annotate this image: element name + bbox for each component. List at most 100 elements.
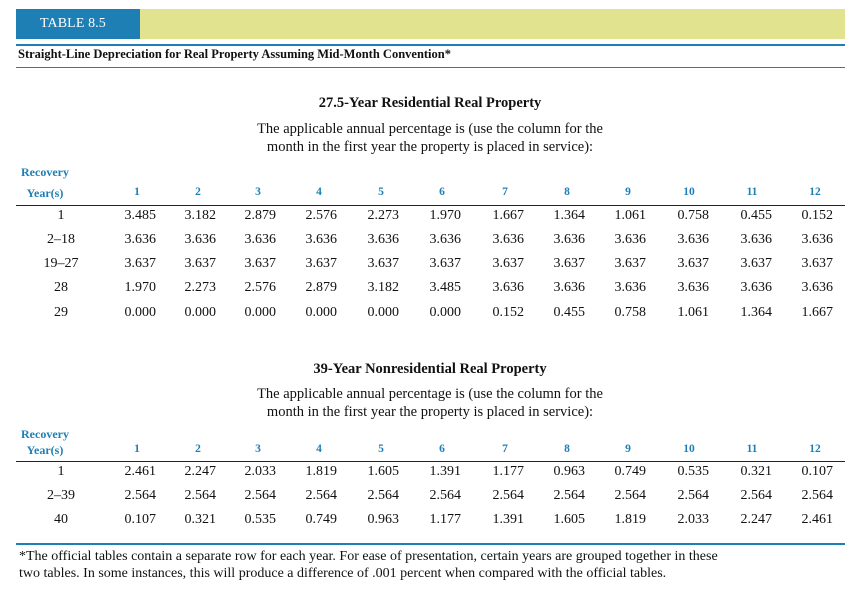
- recovery-label: Recovery: [21, 427, 69, 441]
- table-row: 1 3.485 3.182 2.879 2.576 2.273 1.970 1.667 1.36…: [16, 208, 845, 232]
- recovery-year-cell: 19–27: [43, 256, 79, 271]
- percentage-cell: 0.535: [244, 512, 277, 527]
- percentage-cell: 0.107: [801, 464, 834, 479]
- section-1-note-line2: month in the first year the property is …: [266, 139, 594, 155]
- years-label: Year(s): [26, 186, 64, 200]
- header-divider: [16, 461, 845, 462]
- month-header-cell: 12: [809, 443, 821, 455]
- percentage-cell: 0.107: [124, 512, 157, 527]
- percentage-cell: 2.033: [244, 464, 277, 479]
- percentage-cell: 0.152: [801, 208, 834, 223]
- recovery-year-cell: 40: [54, 512, 68, 527]
- month-header-row: 1 2 3 4 5 6 7 8 9 10 11 12: [16, 443, 845, 461]
- percentage-cell: 3.637: [740, 256, 773, 271]
- percentage-cell: 3.636: [740, 280, 773, 295]
- percentage-cell: 3.485: [124, 208, 157, 223]
- recovery-year-cell: 29: [54, 305, 68, 320]
- recovery-label: Recovery: [21, 165, 69, 179]
- table-row: 29 0.000 0.000 0.000 0.000 0.000 0.000 0.152 0.4…: [16, 305, 845, 329]
- percentage-cell: 2.564: [124, 488, 157, 503]
- percentage-cell: 3.636: [429, 232, 462, 247]
- month-header-cell: 12: [809, 186, 821, 198]
- percentage-cell: 2.247: [184, 464, 217, 479]
- footnote-line1: *The official tables contain a separate …: [19, 549, 718, 564]
- percentage-cell: 3.636: [801, 280, 834, 295]
- percentage-cell: 3.636: [124, 232, 157, 247]
- percentage-cell: 1.364: [553, 208, 586, 223]
- table-subtitle: Straight-Line Depreciation for Real Prop…: [18, 47, 451, 61]
- month-header-cell: 4: [316, 443, 322, 455]
- percentage-cell: 3.636: [244, 232, 277, 247]
- percentage-cell: 1.061: [614, 208, 647, 223]
- percentage-cell: 0.963: [553, 464, 586, 479]
- percentage-cell: 2.564: [740, 488, 773, 503]
- recovery-year-cell: 1: [57, 464, 65, 479]
- recovery-year-cell: 2–18: [47, 232, 75, 247]
- percentage-cell: 3.637: [367, 256, 400, 271]
- percentage-cell: 1.061: [677, 305, 710, 320]
- section-1-title: 27.5-Year Residential Real Property: [318, 95, 542, 111]
- percentage-cell: 0.152: [492, 305, 525, 320]
- percentage-cell: 0.000: [429, 305, 462, 320]
- percentage-cell: 0.321: [740, 464, 773, 479]
- percentage-cell: 0.749: [614, 464, 647, 479]
- percentage-cell: 2.564: [429, 488, 462, 503]
- month-header-cell: 2: [195, 186, 201, 198]
- month-header-cell: 6: [439, 186, 445, 198]
- percentage-cell: 3.637: [677, 256, 710, 271]
- percentage-cell: 2.879: [244, 208, 277, 223]
- percentage-cell: 3.637: [429, 256, 462, 271]
- section-2-note-line2: month in the first year the property is …: [266, 404, 594, 420]
- month-header-cell: 11: [746, 443, 758, 455]
- table-row: 19–27 3.637 3.637 3.637 3.637 3.637 3.637 3.637…: [16, 256, 845, 280]
- table-row: 2–39 2.564 2.564 2.564 2.564 2.564 2.564 2.564 2…: [16, 488, 845, 512]
- percentage-cell: 1.970: [124, 280, 157, 295]
- percentage-cell: 3.636: [614, 280, 647, 295]
- percentage-cell: 3.636: [614, 232, 647, 247]
- month-header-cell: 8: [564, 186, 570, 198]
- percentage-cell: 1.970: [429, 208, 462, 223]
- percentage-cell: 1.391: [429, 464, 462, 479]
- section-2-note-line1: The applicable annual percentage is (use…: [257, 386, 603, 402]
- percentage-cell: 1.177: [429, 512, 462, 527]
- percentage-cell: 3.636: [677, 232, 710, 247]
- month-header-cell: 3: [255, 186, 261, 198]
- recovery-year-cell: 2–39: [47, 488, 75, 503]
- percentage-cell: 3.636: [677, 280, 710, 295]
- percentage-cell: 3.637: [492, 256, 525, 271]
- month-header-cell: 10: [683, 186, 695, 198]
- percentage-cell: 3.182: [184, 208, 217, 223]
- percentage-cell: 1.605: [553, 512, 586, 527]
- month-header-row: 1 2 3 4 5 6 7 8 9 10 11 12: [16, 186, 845, 204]
- recovery-year-cell: 1: [57, 208, 65, 223]
- percentage-cell: 3.636: [553, 280, 586, 295]
- month-header-cell: 7: [502, 443, 508, 455]
- percentage-cell: 0.749: [305, 512, 338, 527]
- month-header-cell: 11: [746, 186, 758, 198]
- percentage-cell: 2.564: [801, 488, 834, 503]
- percentage-cell: 3.637: [553, 256, 586, 271]
- percentage-cell: 0.000: [305, 305, 338, 320]
- percentage-cell: 3.636: [492, 232, 525, 247]
- percentage-cell: 2.564: [244, 488, 277, 503]
- percentage-cell: 1.667: [492, 208, 525, 223]
- percentage-cell: 0.535: [677, 464, 710, 479]
- table-row: 28 1.970 2.273 2.576 2.879 3.182 3.485 3.636 3.6…: [16, 280, 845, 304]
- month-header-cell: 9: [625, 443, 631, 455]
- percentage-cell: 0.455: [553, 305, 586, 320]
- years-label: Year(s): [26, 443, 64, 457]
- percentage-cell: 3.637: [124, 256, 157, 271]
- percentage-cell: 2.273: [184, 280, 217, 295]
- percentage-cell: 3.636: [367, 232, 400, 247]
- percentage-cell: 3.636: [184, 232, 217, 247]
- recovery-year-cell: 28: [54, 280, 68, 295]
- footnote: *The official tables contain a separate …: [19, 548, 839, 582]
- percentage-cell: 2.564: [367, 488, 400, 503]
- month-header-cell: 5: [378, 443, 384, 455]
- percentage-cell: 3.637: [801, 256, 834, 271]
- table-row: 40 0.107 0.321 0.535 0.749 0.963 1.177 1.391 1.6…: [16, 512, 845, 536]
- percentage-cell: 3.637: [305, 256, 338, 271]
- percentage-cell: 2.461: [124, 464, 157, 479]
- percentage-cell: 2.564: [614, 488, 647, 503]
- table-label: TABLE 8.5: [16, 9, 140, 39]
